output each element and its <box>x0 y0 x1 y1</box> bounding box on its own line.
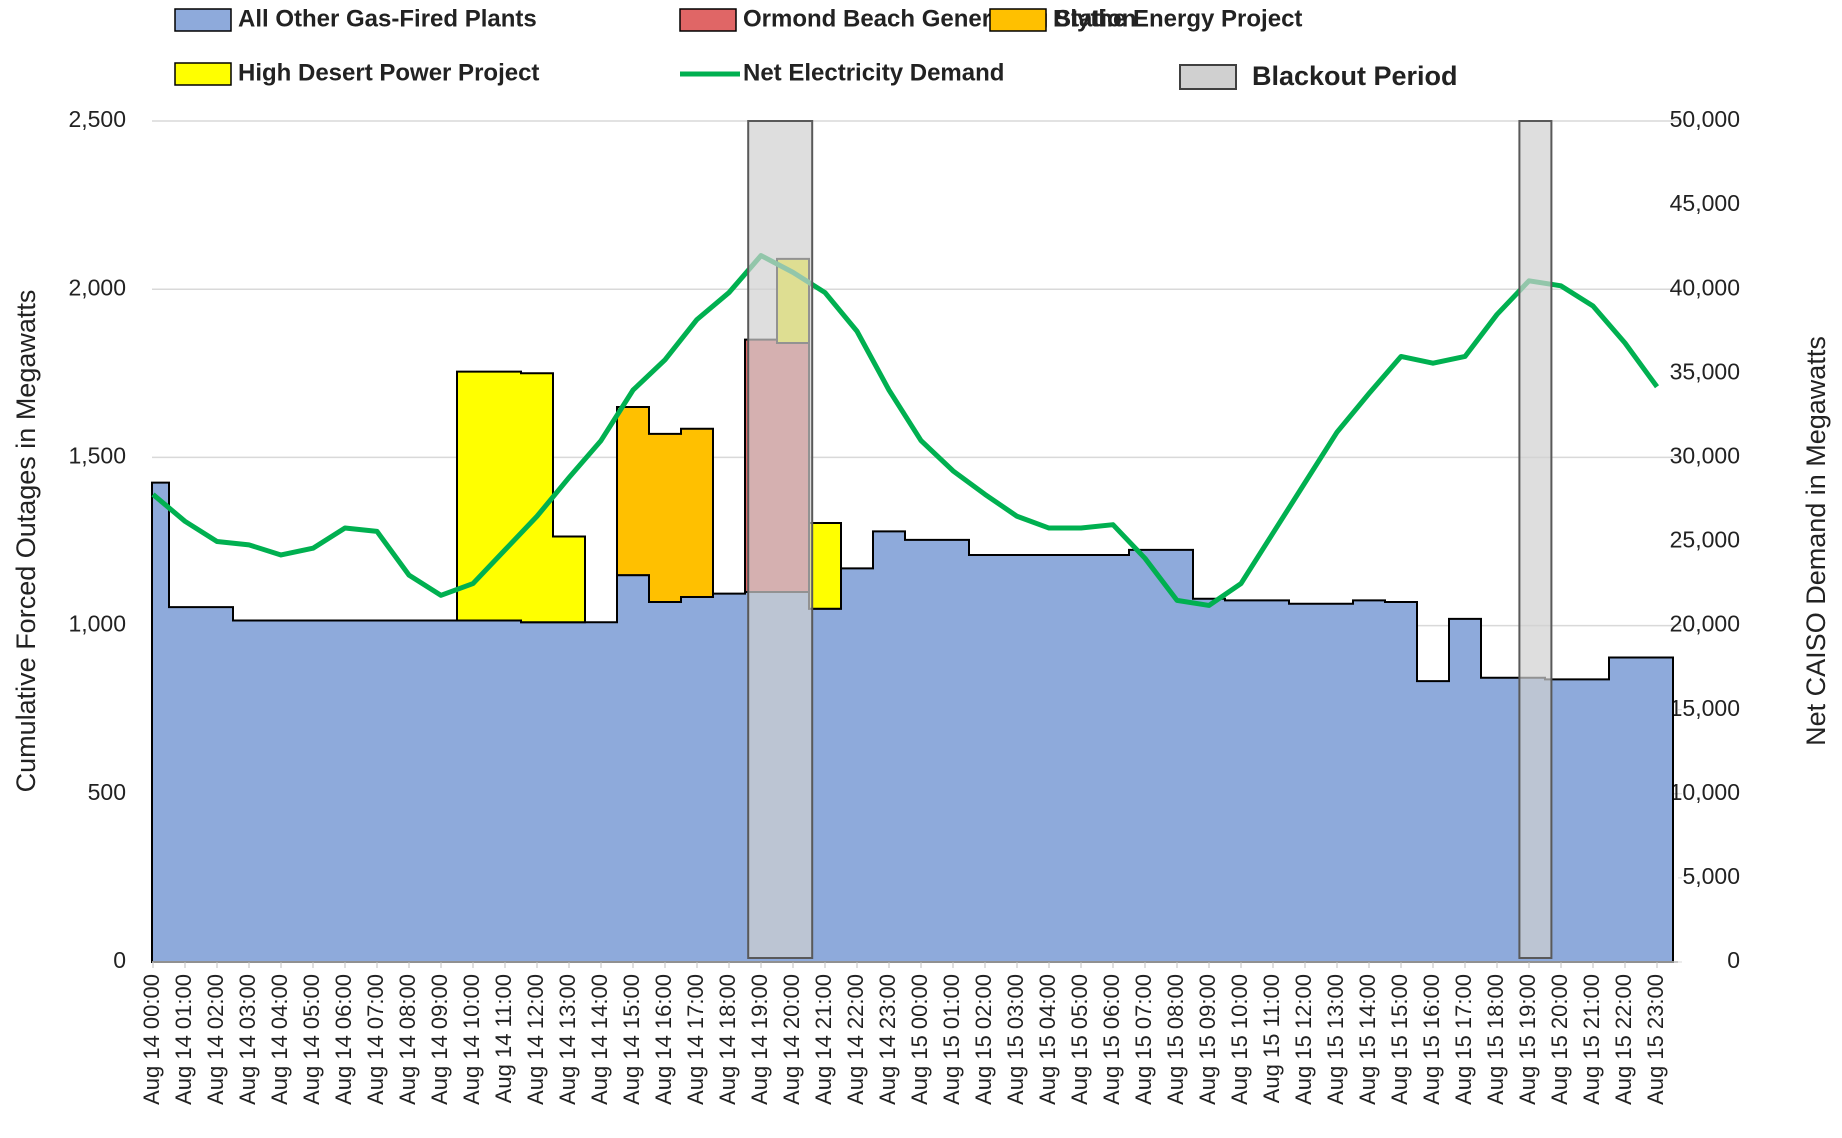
x-tick-label: Aug 15 08:00 <box>1163 974 1188 1105</box>
x-tick-label: Aug 14 11:00 <box>491 974 516 1103</box>
x-tick-label: Aug 14 05:00 <box>299 974 324 1105</box>
y2-tick-label: 40,000 <box>1670 274 1740 300</box>
x-tick-label: Aug 14 16:00 <box>651 974 676 1105</box>
x-tick-label: Aug 14 14:00 <box>587 974 612 1105</box>
y2-tick-label: 25,000 <box>1670 527 1740 553</box>
x-tick-label: Aug 14 06:00 <box>331 974 356 1105</box>
x-tick-label: Aug 15 00:00 <box>907 974 932 1105</box>
legend-label: Ormond Beach Generating Station <box>743 5 1136 32</box>
x-tick-label: Aug 14 04:00 <box>267 974 292 1105</box>
x-tick-label: Aug 14 23:00 <box>875 974 900 1105</box>
legend-swatch <box>174 62 232 86</box>
y2-tick-label: 15,000 <box>1670 695 1740 721</box>
y-tick-label: 2,500 <box>68 106 126 132</box>
legend-swatch <box>989 8 1047 32</box>
x-tick-label: Aug 14 20:00 <box>779 974 804 1105</box>
y2-tick-label: 45,000 <box>1670 190 1740 216</box>
area-segment <box>456 370 586 624</box>
x-tick-label: Aug 15 05:00 <box>1067 974 1092 1105</box>
x-tick-label: Aug 15 03:00 <box>1003 974 1028 1105</box>
area-segment <box>151 481 1674 963</box>
y2-axis-title: Net CAISO Demand in Megawatts <box>1801 336 1831 746</box>
x-tick-label: Aug 14 12:00 <box>523 974 548 1105</box>
x-tick-label: Aug 15 01:00 <box>939 974 964 1105</box>
x-tick-label: Aug 15 15:00 <box>1387 974 1412 1105</box>
x-tick-label: Aug 14 19:00 <box>747 974 772 1105</box>
blackout-period <box>747 120 814 959</box>
x-tick-label: Aug 14 08:00 <box>395 974 420 1105</box>
x-tick-label: Aug 14 22:00 <box>843 974 868 1105</box>
y2-tick-label: 20,000 <box>1670 611 1740 637</box>
demand-line <box>151 253 1660 608</box>
y2-tick-label: 35,000 <box>1670 358 1740 384</box>
x-tick-label: Aug 15 21:00 <box>1579 974 1604 1105</box>
legend-label: Net Electricity Demand <box>743 59 1004 86</box>
x-tick-label: Aug 15 18:00 <box>1483 974 1508 1105</box>
y2-tick-label: 50,000 <box>1670 106 1740 132</box>
legend-label: Blythe Energy Project <box>1053 5 1302 32</box>
x-tick-label: Aug 14 17:00 <box>683 974 708 1105</box>
x-tick-label: Aug 15 06:00 <box>1099 974 1124 1105</box>
x-tick-label: Aug 14 09:00 <box>427 974 452 1105</box>
x-tick-label: Aug 15 04:00 <box>1035 974 1060 1105</box>
x-tick-label: Aug 15 23:00 <box>1643 974 1668 1105</box>
y-tick-label: 2,000 <box>68 274 126 300</box>
x-tick-label: Aug 15 11:00 <box>1259 974 1284 1103</box>
x-tick-label: Aug 14 01:00 <box>171 974 196 1105</box>
y-tick-label: 1,000 <box>68 611 126 637</box>
x-tick-label: Aug 14 07:00 <box>363 974 388 1105</box>
x-tick-label: Aug 14 03:00 <box>235 974 260 1105</box>
x-tick-label: Aug 15 20:00 <box>1547 974 1572 1105</box>
y-axis-title: Cumulative Forced Outages in Megawatts <box>11 290 41 793</box>
y2-tick-label: 5,000 <box>1682 863 1740 889</box>
y2-tick-label: 0 <box>1727 947 1740 973</box>
x-tick-label: Aug 14 10:00 <box>459 974 484 1105</box>
y2-tick-label: 30,000 <box>1670 442 1740 468</box>
x-tick-label: Aug 14 00:00 <box>139 974 164 1105</box>
x-tick-label: Aug 14 18:00 <box>715 974 740 1105</box>
x-tick-label: Aug 15 13:00 <box>1323 974 1348 1105</box>
legend-swatch <box>174 8 232 32</box>
x-tick-label: Aug 14 15:00 <box>619 974 644 1105</box>
x-tick-label: Aug 14 21:00 <box>811 974 836 1105</box>
x-tick-label: Aug 15 22:00 <box>1611 974 1636 1105</box>
legend-swatch <box>679 8 737 32</box>
y-tick-label: 0 <box>113 947 126 973</box>
y-tick-label: 1,500 <box>68 442 126 468</box>
x-tick-label: Aug 15 02:00 <box>971 974 996 1105</box>
area-segment <box>616 405 714 604</box>
legend-swatch <box>1179 64 1237 90</box>
x-tick-label: Aug 15 14:00 <box>1355 974 1380 1105</box>
x-tick-label: Aug 15 12:00 <box>1291 974 1316 1105</box>
x-tick-label: Aug 15 07:00 <box>1131 974 1156 1105</box>
blackout-period <box>1518 120 1553 959</box>
legend-label: Blackout Period <box>1252 61 1458 91</box>
legend-label: All Other Gas-Fired Plants <box>238 5 537 32</box>
x-tick-label: Aug 14 13:00 <box>555 974 580 1105</box>
x-tick-label: Aug 15 09:00 <box>1195 974 1220 1105</box>
x-tick-label: Aug 14 02:00 <box>203 974 228 1105</box>
x-tick-label: Aug 15 16:00 <box>1419 974 1444 1105</box>
y-tick-label: 500 <box>88 779 126 805</box>
x-tick-label: Aug 15 19:00 <box>1515 974 1540 1105</box>
x-tick-label: Aug 15 10:00 <box>1227 974 1252 1105</box>
x-tick-label: Aug 15 17:00 <box>1451 974 1476 1105</box>
legend-label: High Desert Power Project <box>238 59 539 86</box>
y2-tick-label: 10,000 <box>1670 779 1740 805</box>
